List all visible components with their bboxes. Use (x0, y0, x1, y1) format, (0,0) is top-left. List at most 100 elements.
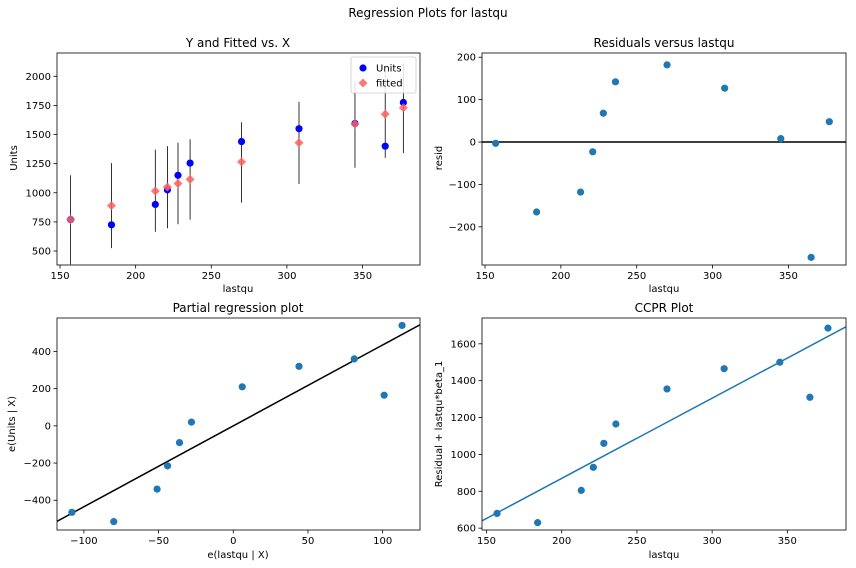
x-tick-label: 150 (475, 271, 494, 282)
legend: Units fitted (350, 56, 417, 94)
axes-frame (481, 317, 847, 531)
y-tick-label: −200 (24, 459, 51, 470)
y-tick-label: 600 (457, 524, 476, 535)
plot-area (482, 324, 846, 527)
data-point (589, 463, 597, 471)
y-axis-label: e(Units | X) (7, 396, 18, 452)
plot-area (57, 321, 420, 526)
y-tick-label: 200 (457, 53, 476, 64)
fitted-point (66, 215, 76, 225)
y-tick-label: 400 (32, 347, 51, 358)
fit-line (482, 326, 846, 522)
fitted-point (106, 201, 116, 211)
data-point (398, 321, 406, 330)
panel-title: CCPR Plot (635, 301, 694, 315)
panel-residuals-vs-lastqu: Residuals versus lastqu lastqu resid 150… (434, 36, 847, 295)
data-point (777, 135, 785, 143)
data-point (612, 420, 620, 428)
legend-label: Units (376, 64, 402, 75)
y-tick-label: −100 (449, 180, 476, 191)
x-tick-label: 300 (277, 271, 296, 282)
y-tick-label: −400 (24, 496, 51, 507)
fitted-point (398, 103, 408, 113)
axes-frame (56, 52, 421, 266)
data-point (807, 253, 815, 261)
y-axis-label: Residual + lastqu*beta_1 (434, 361, 445, 488)
y-tick-label: 750 (32, 217, 51, 228)
panel-title: Residuals versus lastqu (594, 36, 735, 50)
data-point (187, 418, 196, 426)
fitted-point (162, 182, 172, 192)
panel-title: Partial regression plot (173, 301, 304, 315)
data-point (589, 148, 597, 156)
x-tick-label: −50 (148, 536, 169, 547)
data-point (163, 462, 172, 470)
data-point (720, 365, 728, 373)
y-axis-label: Units (9, 145, 20, 171)
plot-area (66, 63, 408, 265)
data-point (577, 486, 585, 494)
data-point (721, 84, 729, 92)
x-tick-label: 200 (551, 271, 570, 282)
units-point (295, 125, 303, 133)
data-point (824, 324, 832, 332)
x-tick-label: 100 (373, 536, 392, 547)
legend-label: fitted (376, 79, 403, 90)
x-tick-label: 350 (353, 271, 372, 282)
axes-frame (56, 317, 421, 531)
data-point (153, 485, 161, 493)
x-tick-label: 200 (552, 536, 571, 547)
y-tick-label: 1200 (451, 413, 476, 424)
y-tick-label: 1500 (26, 130, 51, 141)
x-tick-label: 350 (778, 536, 797, 547)
data-point (663, 385, 671, 393)
data-point (350, 355, 358, 363)
x-tick-label: 250 (202, 271, 221, 282)
x-tick-label: 0 (230, 536, 236, 547)
panel-title: Y and Fitted vs. X (185, 36, 290, 50)
fitted-point (350, 119, 360, 129)
y-tick-label: 500 (32, 247, 51, 258)
y-tick-label: 2000 (26, 72, 51, 83)
y-axis-label: resid (434, 146, 445, 170)
y-tick-label: 100 (457, 95, 476, 106)
x-axis-label: lastqu (649, 550, 680, 561)
axes-frame (481, 52, 847, 266)
units-point (107, 221, 116, 229)
units-point (381, 142, 389, 150)
x-tick-label: 150 (50, 271, 69, 282)
x-tick-label: 300 (703, 536, 722, 547)
x-axis-label: lastqu (223, 284, 254, 295)
fitted-point (237, 157, 247, 167)
fit-line (57, 324, 420, 522)
data-point (110, 518, 118, 526)
panel-y-fitted-vs-x: Y and Fitted vs. X lastqu Units 150 200 25… (9, 36, 421, 295)
data-point (492, 139, 500, 147)
data-point (825, 118, 833, 126)
x-tick-label: 350 (779, 271, 798, 282)
y-tick-label: 200 (32, 384, 51, 395)
y-tick-label: 1400 (451, 376, 476, 387)
y-tick-label: 0 (470, 138, 476, 149)
fitted-point (294, 138, 304, 148)
legend-marker (359, 64, 367, 72)
units-point (174, 171, 182, 179)
y-tick-label: 1000 (26, 188, 51, 199)
units-point (399, 98, 407, 107)
data-point (493, 509, 501, 518)
panel-ccpr: CCPR Plot lastqu Residual + lastqu*beta_… (434, 301, 847, 561)
x-tick-label: 200 (126, 271, 145, 282)
data-point (806, 393, 814, 401)
fitted-point (150, 186, 160, 196)
fitted-point (173, 178, 183, 188)
data-point (238, 383, 246, 391)
y-tick-label: 1750 (26, 101, 51, 112)
units-point (237, 137, 246, 146)
x-tick-label: 250 (627, 271, 646, 282)
x-tick-label: 150 (477, 536, 496, 547)
y-tick-label: 800 (457, 487, 476, 498)
y-tick-label: 1250 (26, 159, 51, 170)
x-tick-label: 250 (627, 536, 646, 547)
data-point (68, 508, 76, 516)
